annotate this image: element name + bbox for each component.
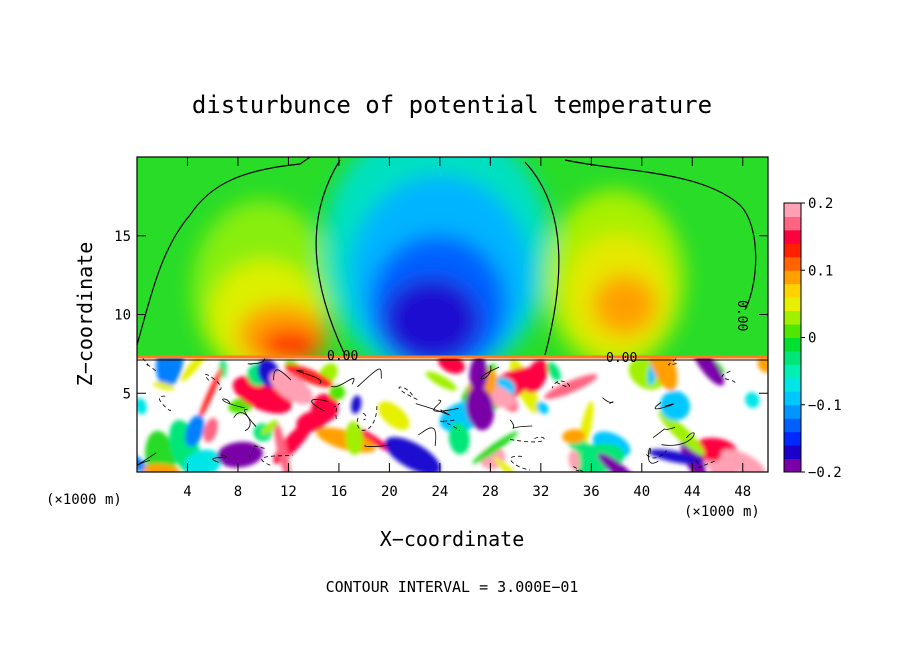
y-tick-label: 15	[114, 229, 131, 245]
colorbar-swatch	[784, 445, 801, 460]
contour-label: 0.00	[606, 351, 637, 366]
upper-field	[137, 157, 768, 357]
colorbar-swatch	[784, 243, 801, 258]
plot-area	[137, 157, 768, 472]
colorbar-swatch	[784, 256, 801, 271]
contour-label: 0.00	[734, 300, 749, 331]
colorbar-swatch	[784, 418, 801, 433]
colorbar-tick-label: 0	[808, 331, 816, 347]
colorbar-swatch	[784, 391, 801, 406]
colorbar-swatch	[784, 283, 801, 298]
colorbar-swatch	[784, 337, 801, 352]
colorbar-swatch	[784, 216, 801, 231]
y-axis-label: Z−coordinate	[73, 242, 97, 387]
y-tick-label: 5	[123, 386, 131, 402]
x-tick-label: 32	[532, 484, 549, 500]
contour-labels: 0.00 0.00 0.00	[327, 300, 749, 366]
x-tick-label: 48	[734, 484, 751, 500]
x-axis-label: X−coordinate	[380, 527, 525, 551]
colorbar-swatch	[784, 310, 801, 325]
contour-label: 0.00	[327, 349, 358, 364]
colorbar-swatch	[784, 431, 801, 446]
colorbar-tick-label: 0.1	[808, 263, 833, 279]
x-tick-label: 40	[633, 484, 650, 500]
colorbar-tick-label: 0.2	[808, 196, 833, 212]
y-tick-label: 10	[114, 308, 131, 324]
colorbar-swatch	[784, 297, 801, 312]
colorbar-tick-label: −0.2	[808, 465, 842, 481]
contour-interval-note: CONTOUR INTERVAL = 3.000E−01	[326, 578, 579, 596]
colorbar-swatch	[784, 270, 801, 285]
colorbar-swatch	[784, 324, 801, 338]
x-unit-label: (×1000 m)	[46, 492, 122, 508]
x-tick-label: 44	[684, 484, 701, 500]
x-tick-label: 8	[234, 484, 242, 500]
x-tick-label: 4	[183, 484, 191, 500]
x-axis: 4 8 12 16 20 24 28 32 36 40 44 48	[183, 157, 751, 500]
colorbar-swatch	[784, 364, 801, 379]
chart-title: disturbunce of potential temperature	[192, 91, 712, 119]
x-tick-label: 16	[330, 484, 347, 500]
colorbar: 0.2 0.1 0 −0.1 −0.2	[783, 196, 842, 481]
colorbar-swatch	[784, 377, 801, 392]
colorbar-swatch	[784, 350, 801, 365]
x-tick-label: 36	[583, 484, 600, 500]
lower-field	[137, 357, 768, 472]
x-tick-label: 12	[280, 484, 297, 500]
y-unit-label: (×1000 m)	[684, 504, 760, 520]
colorbar-swatch	[784, 229, 801, 244]
x-tick-label: 20	[381, 484, 398, 500]
y-axis: 5 10 15	[114, 229, 768, 402]
x-tick-label: 24	[431, 484, 448, 500]
colorbar-swatch	[784, 458, 801, 473]
x-tick-label: 28	[482, 484, 499, 500]
colorbar-tick-label: −0.1	[808, 398, 842, 414]
colorbar-swatch	[784, 404, 801, 419]
colorbar-swatch	[784, 203, 801, 217]
